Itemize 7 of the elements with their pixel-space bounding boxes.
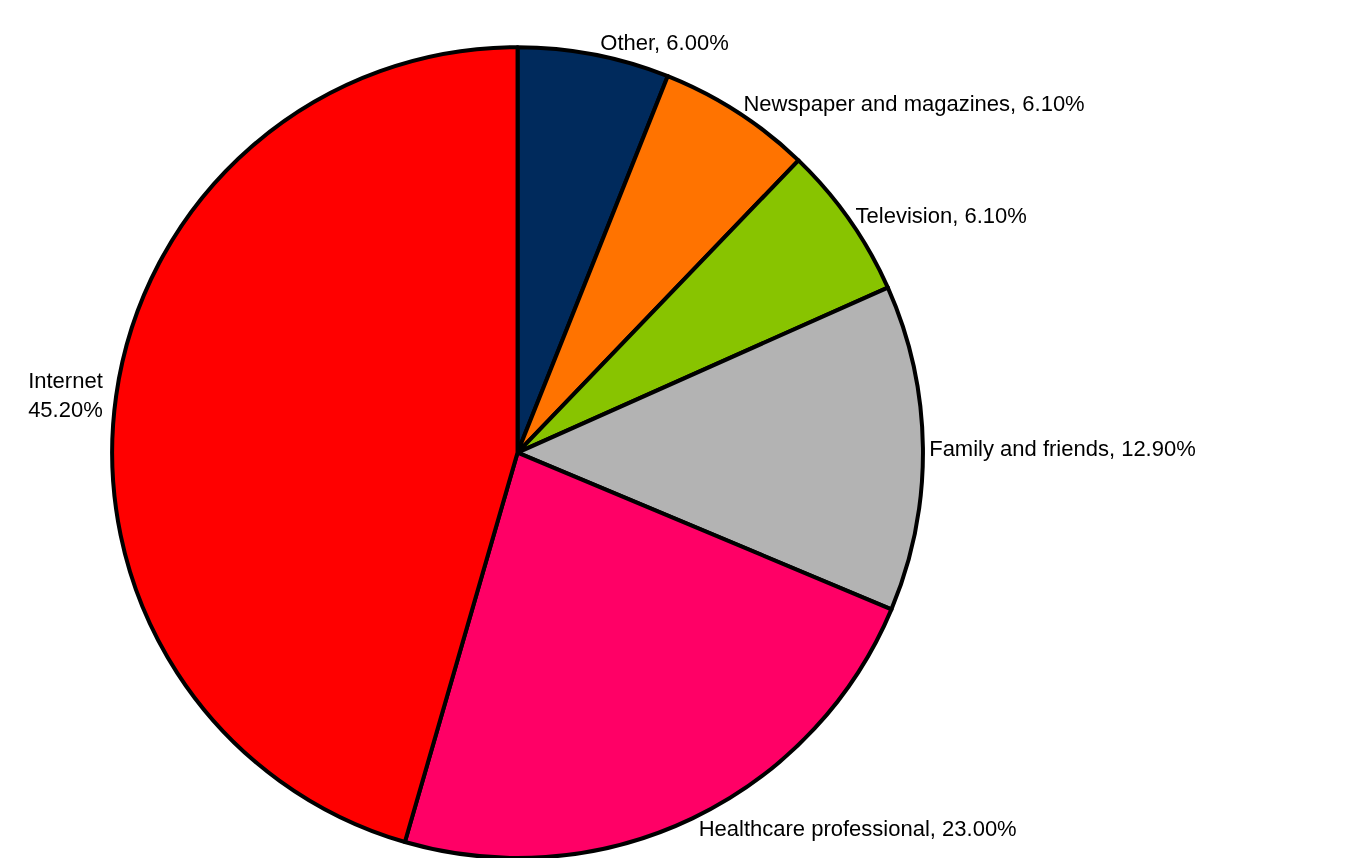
slice-label: Other, 6.00%	[600, 29, 729, 55]
slice-label: Newspaper and magazines, 6.10%	[743, 90, 1085, 116]
slice-label: Internet	[28, 368, 103, 394]
slice-label: Television, 6.10%	[855, 203, 1027, 228]
slice-label: Family and friends, 12.90%	[929, 435, 1196, 461]
slice-label: Healthcare professional, 23.00%	[698, 816, 1017, 841]
data-label: 45.20%	[28, 396, 103, 422]
